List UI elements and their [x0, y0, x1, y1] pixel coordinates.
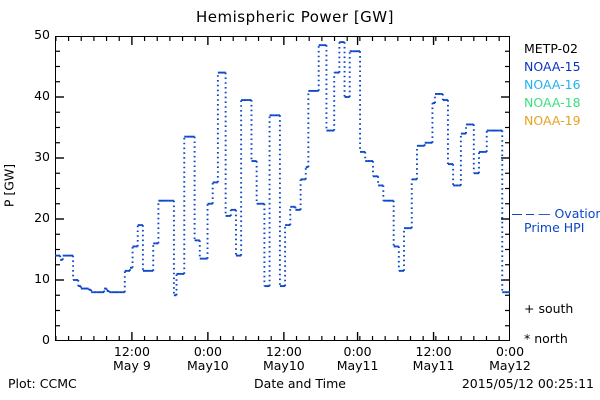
legend-entry-noaa-18: NOAA-18: [524, 95, 581, 110]
y-tick-label: 0: [42, 332, 50, 347]
footer-timestamp: 2015/05/12 00:25:11: [461, 376, 594, 391]
footer-plot-source: Plot: CCMC: [8, 376, 77, 391]
x-tick-time: 12:00: [113, 344, 150, 359]
x-tick-label: 12:00 May11: [394, 345, 474, 372]
x-tick-time: 0:00: [343, 344, 372, 359]
legend-ovation-line1: — Ovation: [538, 206, 600, 221]
x-tick-time: 12:00: [265, 344, 302, 359]
legend-entry-metp-02: METP-02: [524, 41, 578, 56]
legend-entry-noaa-15: NOAA-15: [524, 59, 581, 74]
ovation-legend-dash2-icon: [526, 214, 534, 215]
x-tick-date: May11: [336, 357, 379, 373]
x-tick-label: 0:00 May10: [168, 345, 248, 372]
x-tick-date: May10: [262, 357, 305, 373]
y-axis-tick-labels: 0 10 20 30 40 50: [10, 0, 50, 400]
x-axis-tick-labels: 12:00 May 9 0:00 May10 12:00 May10 0:00 May11 12…: [0, 345, 600, 375]
x-tick-label: 12:00 May10: [244, 345, 324, 372]
legend-ovation-line2: Prime HPI: [524, 219, 585, 235]
legend-entry-noaa-16: NOAA-16: [524, 77, 581, 92]
x-tick-time: 0:00: [495, 344, 525, 359]
x-tick-label: 0:00 May12: [470, 345, 550, 372]
x-tick-label: 0:00 May11: [318, 345, 398, 372]
x-tick-time: 0:00: [193, 344, 222, 359]
y-tick-label: 30: [34, 149, 50, 164]
y-tick-label: 50: [34, 27, 50, 42]
x-tick-date: May11: [412, 357, 455, 373]
plot-frame: [55, 36, 510, 341]
legend-hemisphere-north: * north: [524, 331, 568, 346]
x-tick-date: May 9: [113, 357, 151, 373]
x-tick-date: May10: [187, 357, 229, 373]
legend-hemisphere-south: + south: [524, 301, 574, 316]
legend-entry-noaa-19: NOAA-19: [524, 113, 581, 128]
ovation-legend-dash-icon: [512, 214, 522, 215]
x-tick-time: 12:00: [415, 344, 452, 359]
y-tick-label: 10: [34, 271, 50, 286]
page-title: Hemispheric Power [GW]: [196, 8, 394, 26]
x-tick-date: May12: [489, 357, 531, 373]
legend-hemispheres: + south * north: [524, 294, 600, 354]
legend-satellites: METP-02 NOAA-15 NOAA-16 NOAA-18 NOAA-19: [524, 40, 600, 130]
x-tick-label: 12:00 May 9: [92, 345, 172, 372]
x-axis-title: Date and Time: [254, 376, 346, 391]
legend-ovation-prime: — Ovation Prime HPI: [524, 207, 600, 234]
y-tick-label: 20: [34, 210, 50, 225]
y-tick-label: 40: [34, 88, 50, 103]
